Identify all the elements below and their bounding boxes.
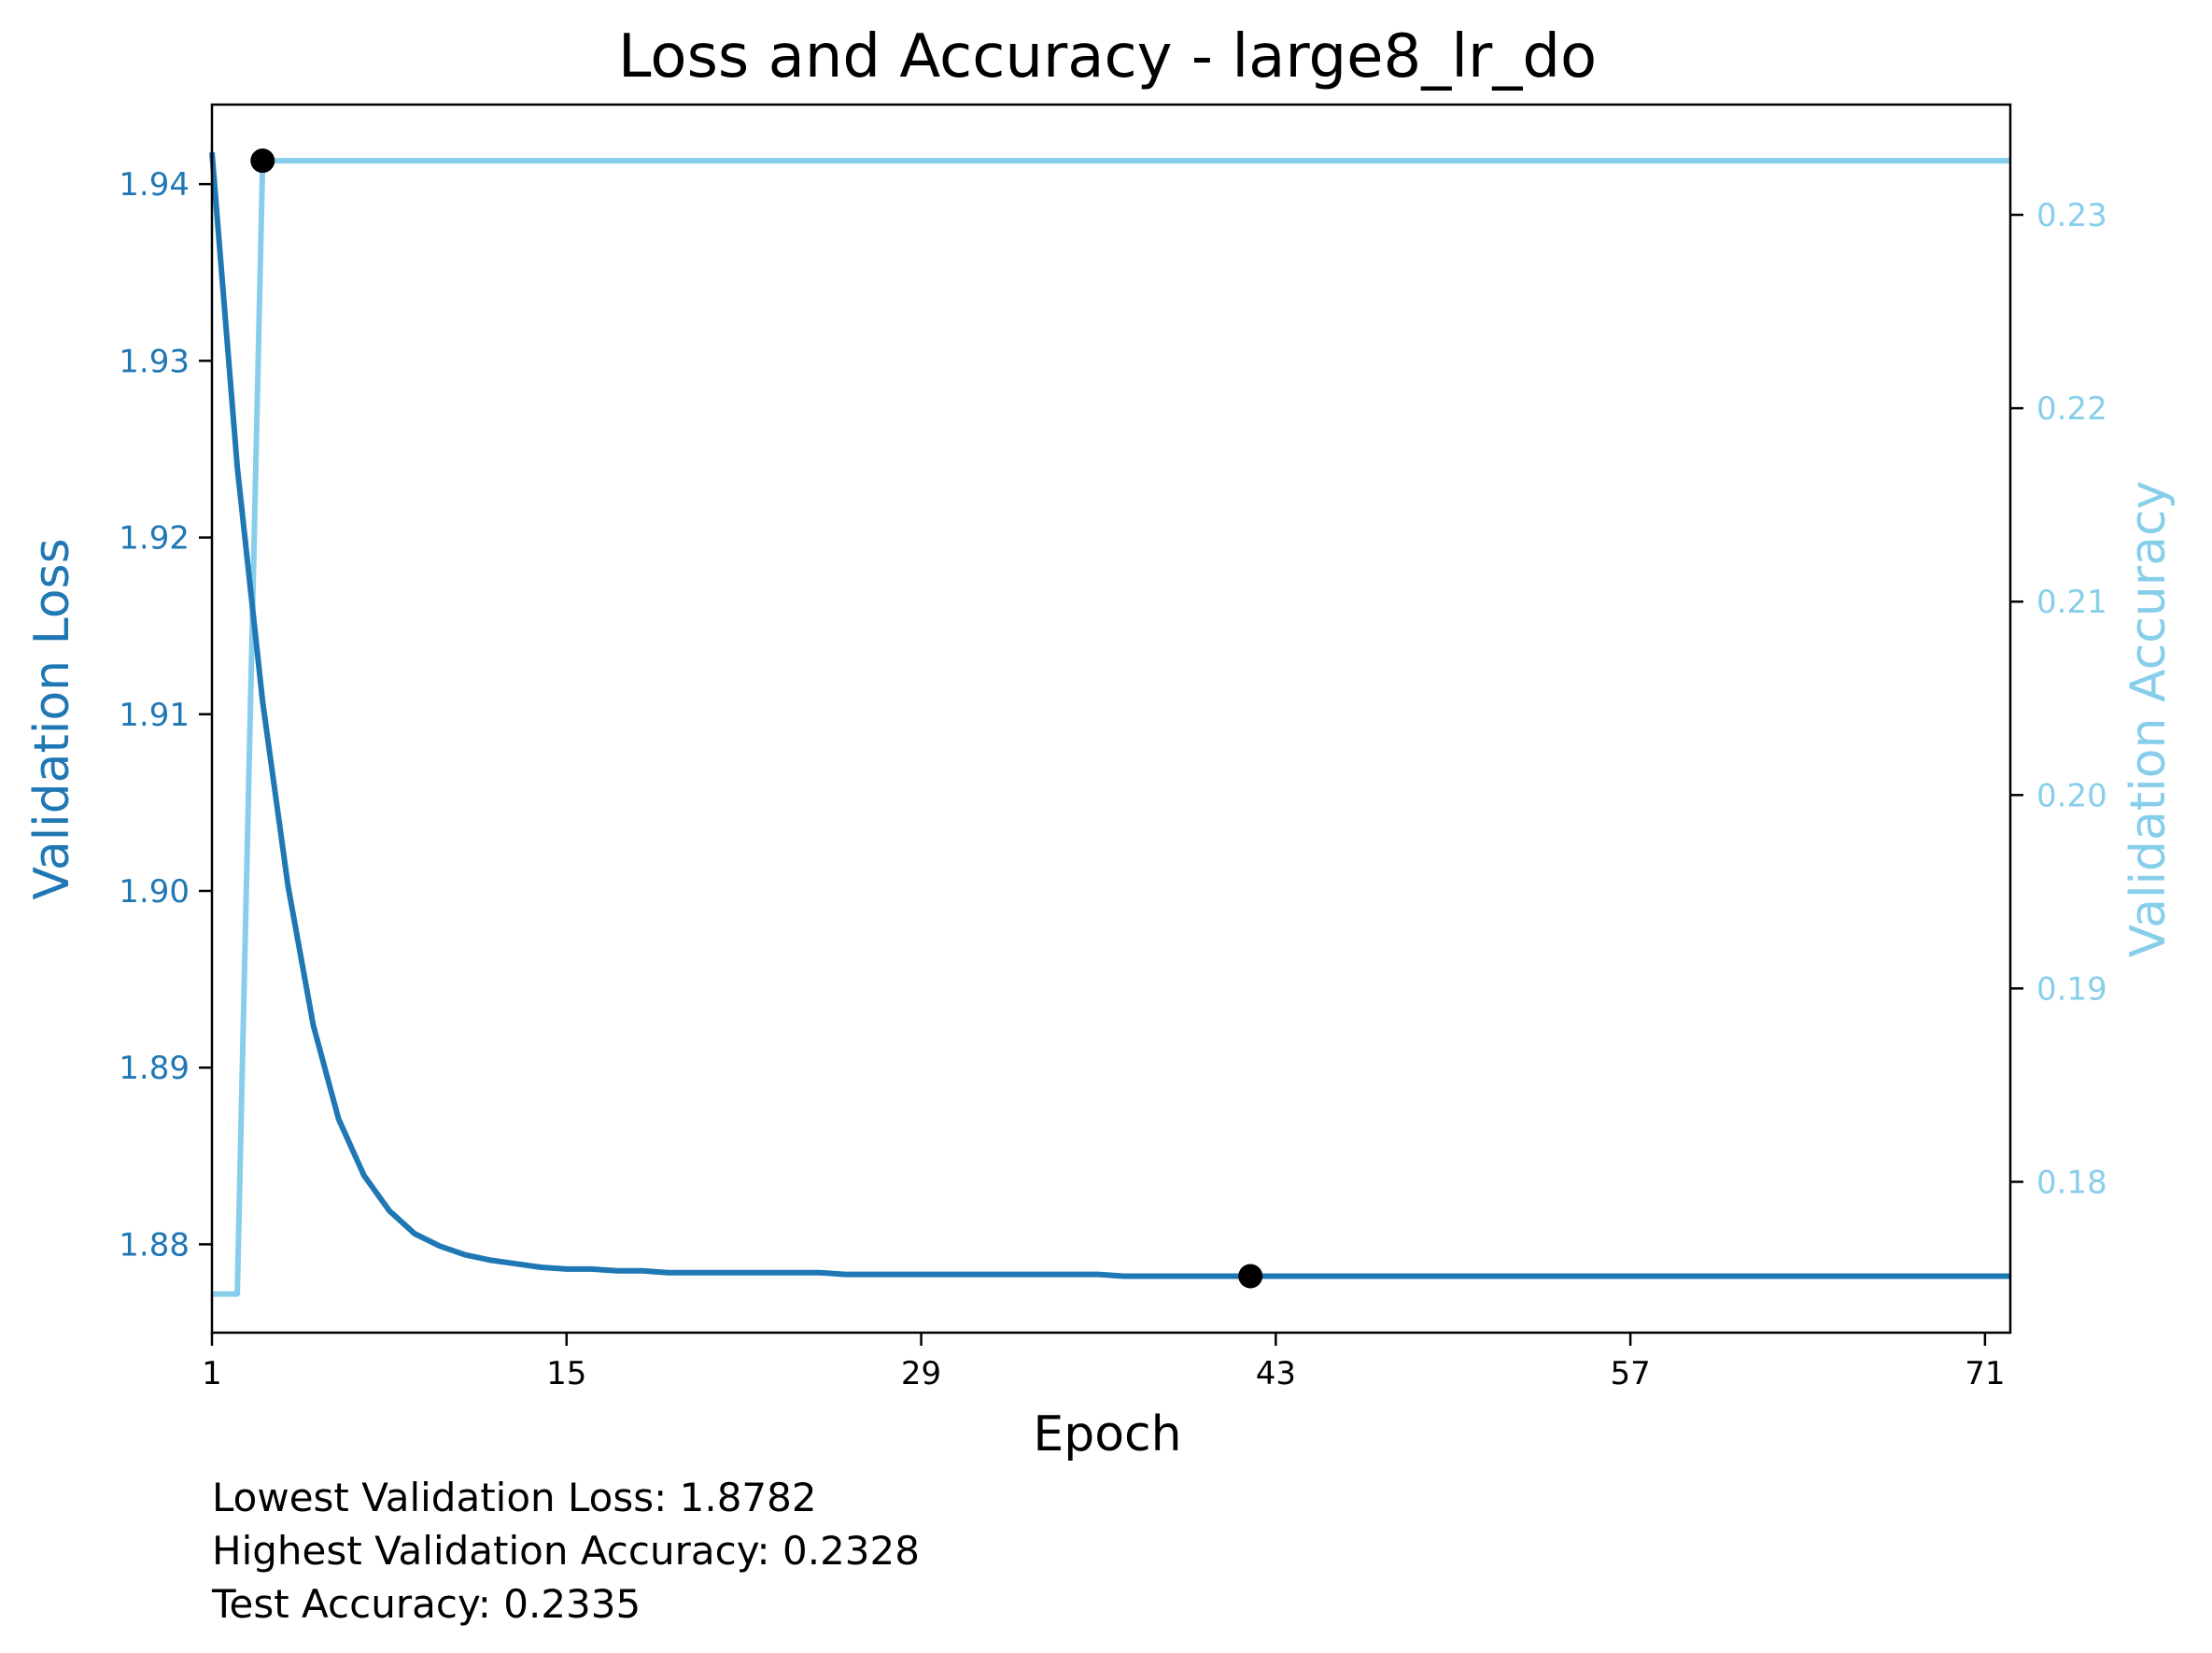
highest-accuracy-text: Highest Validation Accuracy: 0.2328 [212,1528,920,1574]
plot-frame [210,103,2012,1335]
y-right-tick-label: 0.20 [2036,777,2107,814]
y-axis-left-label: Validation Loss [24,538,80,899]
lowest-loss-text: Lowest Validation Loss: 1.8782 [212,1475,817,1520]
y-right-tick-label: 0.21 [2036,584,2107,621]
y-right-tick-label: 0.22 [2036,390,2107,428]
y-axis-right-label: Validation Accuracy [2120,481,2177,958]
x-tick-label: 29 [901,1355,941,1392]
x-tick-label: 71 [1965,1355,2005,1392]
highest-accuracy-marker [250,148,275,174]
x-axis-label: Epoch [1033,1406,1181,1462]
x-tick-label: 43 [1256,1355,1296,1392]
y-left-tick-label: 1.88 [119,1226,190,1264]
test-accuracy-text: Test Accuracy: 0.2335 [212,1581,641,1627]
lowest-loss-marker [1238,1264,1263,1289]
x-tick-label: 57 [1610,1355,1650,1392]
y-left-tick-label: 1.90 [119,873,190,911]
y-right-tick-label: 0.19 [2036,970,2107,1008]
chart-title: Loss and Accuracy - large8_lr_do [618,22,1597,92]
accuracy-line [212,158,2010,1297]
loss-line [209,151,2010,1279]
x-tick-label: 15 [546,1355,586,1392]
y-left-tick-label: 1.89 [119,1050,190,1087]
x-tick-label: 1 [202,1355,222,1392]
y-right-tick-label: 0.18 [2036,1164,2107,1201]
y-left-tick-label: 1.94 [119,166,190,204]
y-left-tick-label: 1.92 [119,520,190,558]
summary-stats: Lowest Validation Loss: 1.8782 Highest V… [212,1471,920,1631]
y-right-tick-label: 0.23 [2036,197,2107,234]
y-left-tick-label: 1.93 [119,343,190,380]
y-left-tick-label: 1.91 [119,697,190,734]
